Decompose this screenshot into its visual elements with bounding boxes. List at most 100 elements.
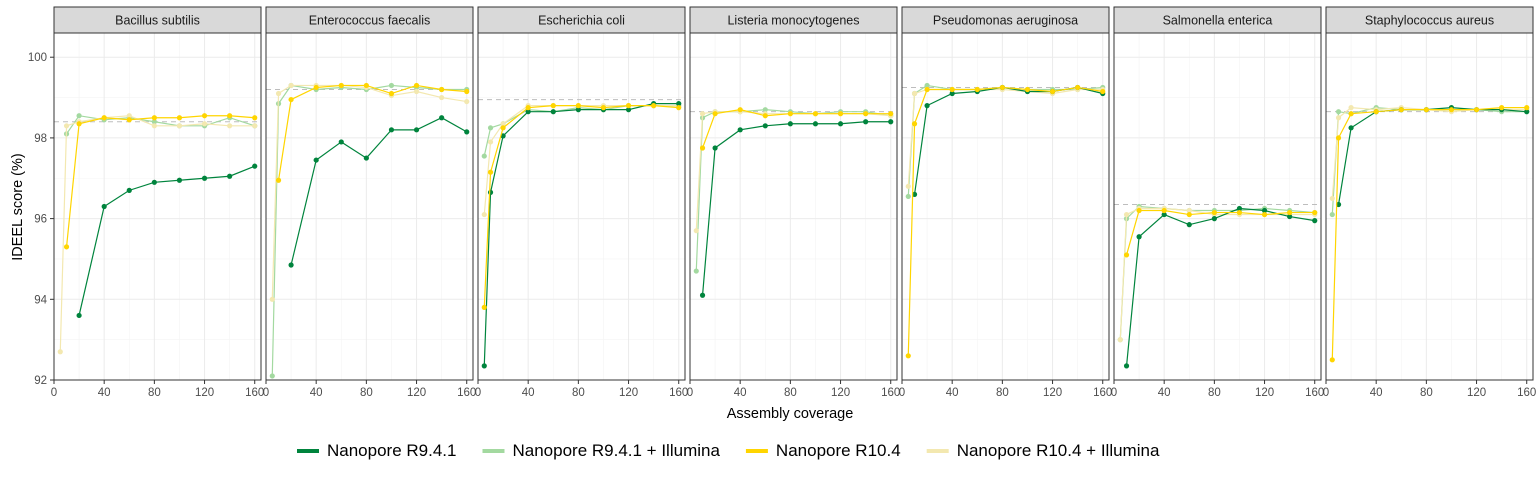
data-point xyxy=(288,82,294,89)
data-point xyxy=(1261,207,1268,214)
x-tick-label: 160 xyxy=(457,387,476,399)
data-point xyxy=(487,169,494,175)
data-point xyxy=(1329,195,1335,202)
data-point xyxy=(1211,209,1217,216)
data-point xyxy=(924,82,930,89)
data-point xyxy=(1161,211,1167,218)
data-point xyxy=(1373,109,1379,115)
data-point xyxy=(126,113,132,119)
legend: Nanopore R9.4.1 Nanopore R9.4.1 + Illumin… xyxy=(297,441,1160,460)
data-point xyxy=(388,82,395,89)
data-point xyxy=(1287,213,1293,220)
data-point xyxy=(1524,109,1530,115)
data-point xyxy=(388,90,395,97)
data-point xyxy=(1261,211,1268,218)
x-tick-label: 120 xyxy=(407,387,426,399)
data-point xyxy=(1075,84,1081,91)
data-point xyxy=(1348,105,1354,111)
data-point xyxy=(1348,111,1354,117)
data-point xyxy=(1448,107,1455,113)
data-point xyxy=(737,107,743,113)
facet-title: Enterococcus faecalis xyxy=(309,14,431,28)
data-point xyxy=(464,129,470,135)
facet-strip xyxy=(1325,6,1534,34)
data-point xyxy=(1136,207,1142,214)
data-point xyxy=(338,82,344,89)
facet-panel: Bacillus subtilis 0 40 80 120 160 92 94 96 98 100 xyxy=(28,6,264,399)
data-point xyxy=(699,111,706,117)
data-point xyxy=(101,203,107,210)
data-point xyxy=(288,96,294,103)
data-point xyxy=(481,153,487,159)
data-point xyxy=(126,187,132,193)
data-point xyxy=(949,90,955,97)
panel-background xyxy=(1326,33,1533,380)
data-point xyxy=(313,84,319,91)
data-point xyxy=(693,268,699,274)
series-line xyxy=(483,105,679,308)
data-point xyxy=(201,113,208,119)
panels: Bacillus subtilis 0 40 80 120 160 92 94 96 98 100 E… xyxy=(28,6,1536,399)
data-point xyxy=(227,173,233,179)
data-point xyxy=(176,115,183,121)
data-point xyxy=(911,90,918,97)
series-line xyxy=(483,103,679,366)
x-tick-label: 40 xyxy=(734,387,747,399)
data-point xyxy=(413,127,420,133)
legend-label: Nanopore R10.4 + Illumina xyxy=(957,441,1160,460)
data-point xyxy=(525,109,531,115)
data-point xyxy=(575,103,581,109)
x-tick-label: 40 xyxy=(522,387,535,399)
data-point xyxy=(1473,107,1480,113)
data-point xyxy=(1329,211,1335,218)
data-point xyxy=(911,121,918,127)
data-point xyxy=(413,88,420,95)
data-point xyxy=(227,113,233,119)
panel-background xyxy=(478,33,685,380)
panel-background xyxy=(690,33,897,380)
x-tick-label: 160 xyxy=(1305,387,1324,399)
data-point xyxy=(837,121,844,127)
facet-title: Staphylococcus aureus xyxy=(1365,14,1494,28)
facet-strip xyxy=(1113,6,1322,34)
series-line xyxy=(290,117,468,266)
data-point xyxy=(439,94,445,101)
data-point xyxy=(625,107,632,113)
data-point xyxy=(487,139,494,145)
data-point xyxy=(1136,234,1142,240)
data-point xyxy=(500,125,506,131)
facet-strip xyxy=(689,6,898,34)
data-point xyxy=(905,193,911,200)
data-point xyxy=(439,86,445,93)
x-tick-label: 160 xyxy=(881,387,900,399)
data-point xyxy=(252,163,258,169)
data-point xyxy=(269,296,275,302)
data-point xyxy=(338,139,344,145)
data-point xyxy=(712,111,718,117)
data-point xyxy=(837,111,844,117)
x-tick-label: 160 xyxy=(245,387,264,399)
data-point xyxy=(1499,105,1505,111)
data-point xyxy=(500,121,506,127)
data-point xyxy=(762,113,768,119)
data-point xyxy=(1117,337,1123,343)
data-point xyxy=(57,349,63,355)
data-point xyxy=(363,155,369,161)
data-point xyxy=(1335,109,1342,115)
data-point xyxy=(363,82,369,89)
data-point xyxy=(762,107,768,113)
data-point xyxy=(1100,88,1106,95)
data-point xyxy=(76,121,82,127)
data-point xyxy=(525,105,531,111)
y-tick-label: 100 xyxy=(28,52,47,64)
data-point xyxy=(999,84,1005,91)
data-point xyxy=(439,115,445,121)
data-point xyxy=(550,103,556,109)
data-point xyxy=(151,179,157,185)
x-tick-label: 120 xyxy=(195,387,214,399)
series-line xyxy=(695,109,891,272)
data-point xyxy=(812,121,819,127)
x-tick-label: 0 xyxy=(1111,387,1117,399)
facet-panel: Staphylococcus aureus 0 40 80 120 160 xyxy=(1323,6,1536,399)
